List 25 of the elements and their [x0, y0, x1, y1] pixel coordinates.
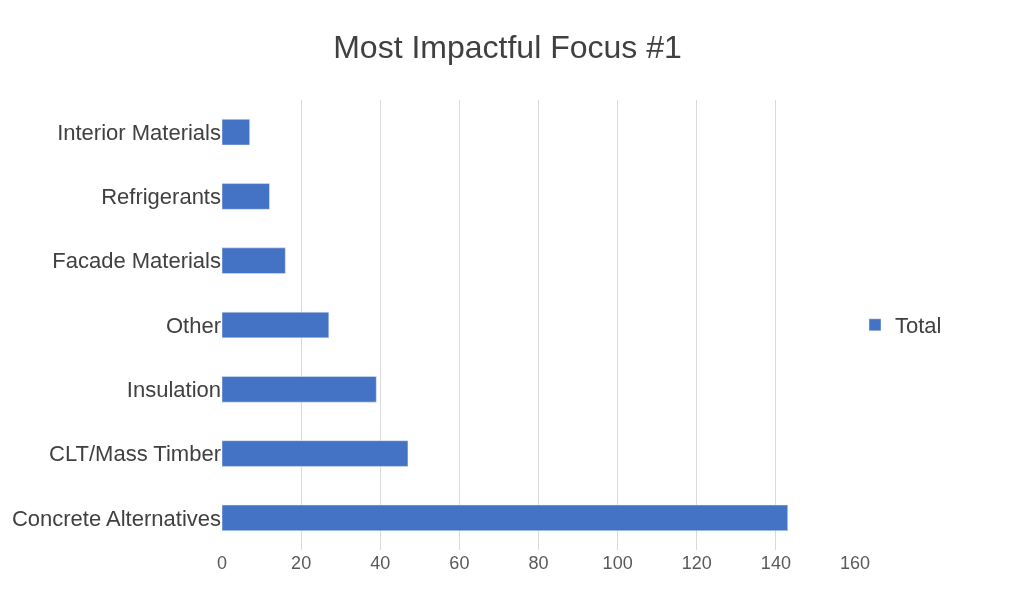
x-tick-label: 40	[370, 553, 391, 573]
x-tick-label: 0	[216, 553, 228, 573]
bar	[222, 183, 270, 210]
y-tick-label: Interior Materials	[57, 119, 221, 145]
x-tick-label: 100	[602, 553, 633, 573]
y-tick-label: Refrigerants	[101, 184, 221, 210]
x-tick-label: 140	[760, 553, 791, 573]
y-tick-label: Concrete Alternatives	[11, 505, 221, 531]
bar	[222, 440, 409, 467]
y-tick-label: CLT/Mass Timber	[49, 441, 221, 467]
y-tick-label: Insulation	[126, 376, 221, 402]
chart-title: Most Impactful Focus #1	[333, 29, 682, 66]
bar	[222, 376, 377, 403]
bar	[222, 311, 330, 339]
x-tick-label: 60	[449, 553, 470, 573]
bar	[222, 119, 250, 146]
x-tick-label: 120	[681, 553, 712, 573]
bar	[222, 247, 286, 274]
y-tick-label: Facade Materials	[52, 248, 221, 274]
x-tick-label: 160	[839, 553, 871, 573]
x-tick-label: 80	[528, 553, 549, 573]
bar	[222, 504, 788, 531]
x-tick-label: 20	[291, 553, 312, 573]
y-tick-label: Other	[165, 312, 221, 338]
legend-label: Total	[895, 313, 942, 339]
